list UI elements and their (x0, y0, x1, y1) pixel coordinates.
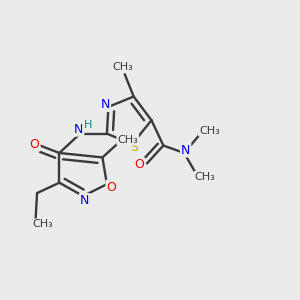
Text: O: O (106, 181, 116, 194)
Text: CH₃: CH₃ (33, 219, 53, 229)
Text: N: N (181, 143, 190, 157)
Text: S: S (130, 140, 138, 154)
Text: N: N (74, 123, 83, 136)
Text: H: H (83, 120, 92, 130)
Text: N: N (101, 98, 110, 111)
Text: CH₃: CH₃ (117, 135, 138, 145)
Text: N: N (80, 194, 89, 207)
Text: CH₃: CH₃ (113, 62, 134, 72)
Text: O: O (135, 158, 145, 171)
Text: CH₃: CH₃ (199, 126, 220, 136)
Text: CH₃: CH₃ (195, 172, 215, 182)
Text: O: O (30, 138, 40, 151)
